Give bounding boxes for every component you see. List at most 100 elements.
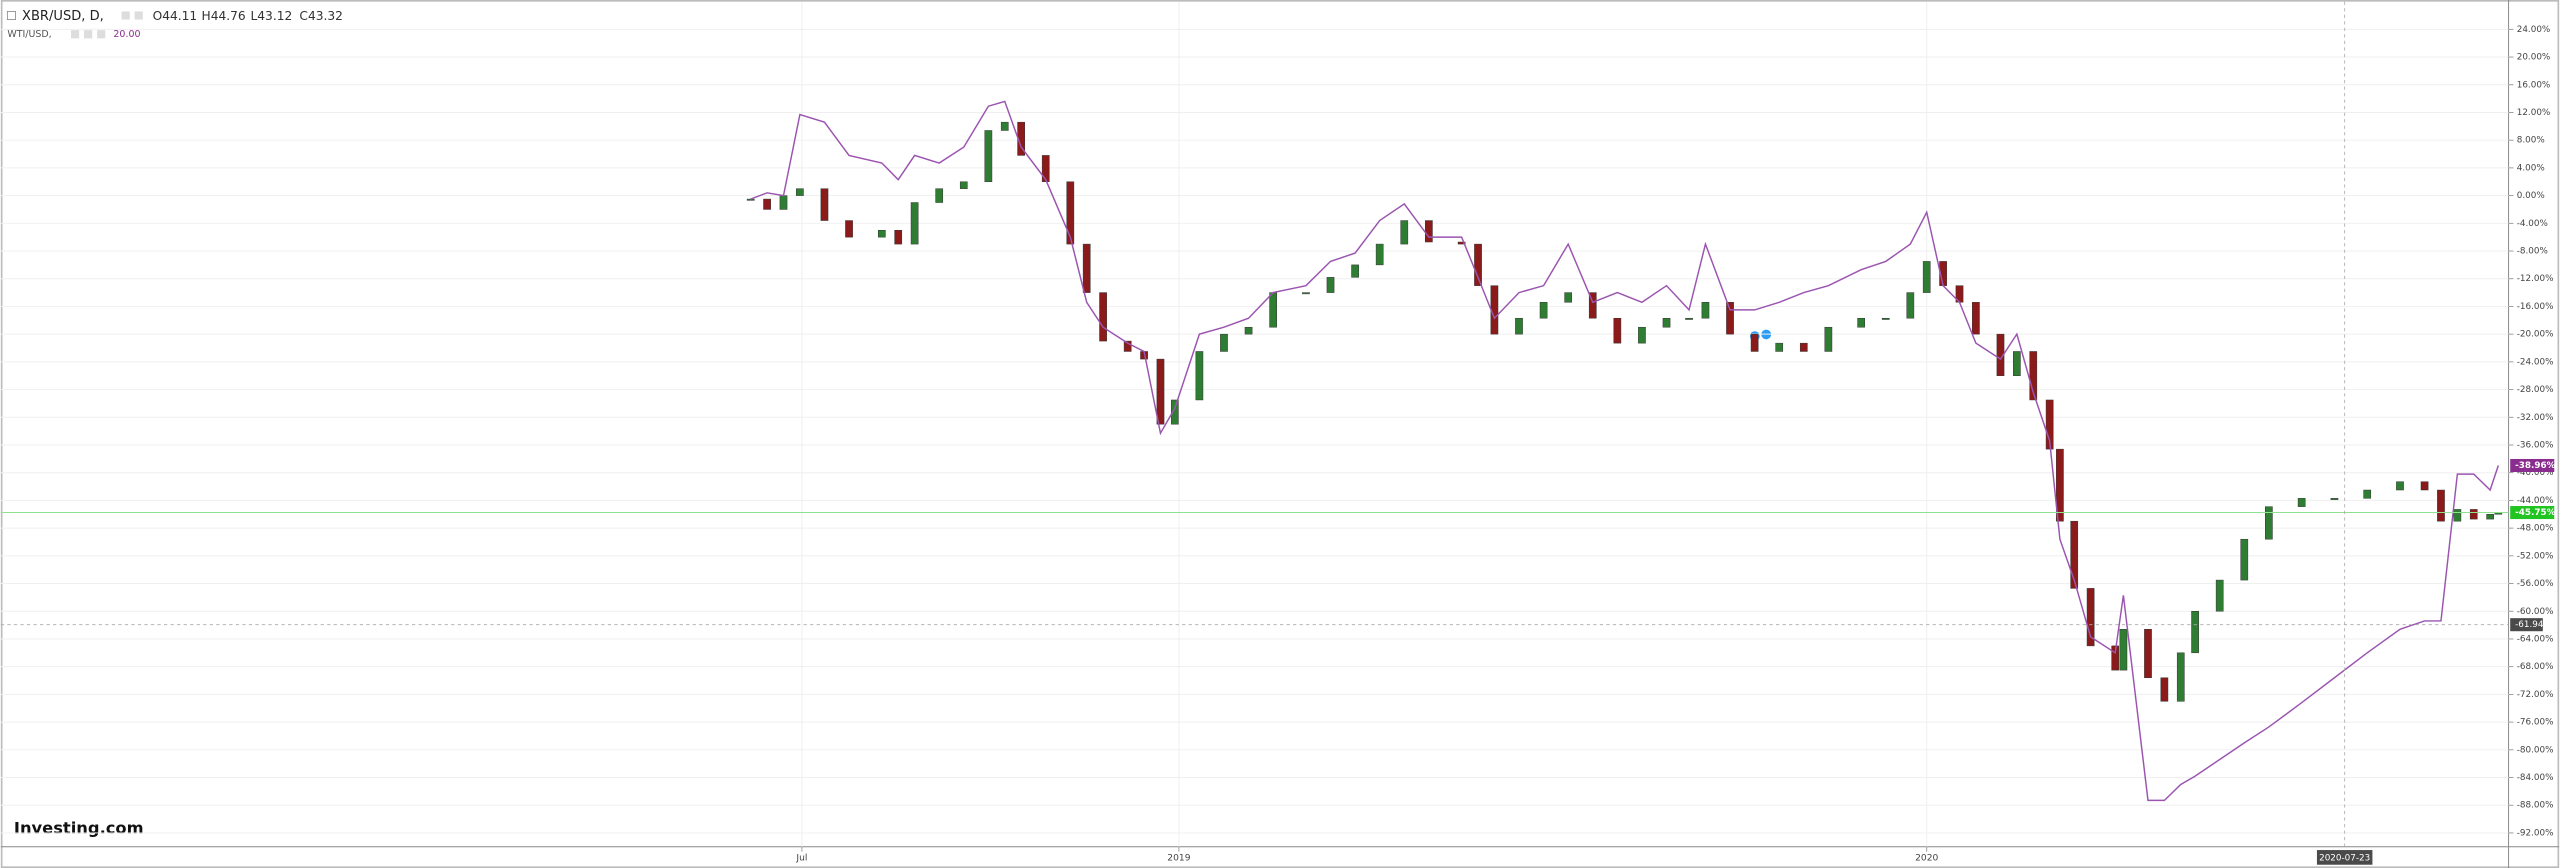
candle	[2045, 399, 2054, 450]
candle	[1400, 220, 1409, 245]
candle	[2330, 498, 2339, 500]
candle	[2215, 579, 2224, 612]
candle	[877, 229, 886, 238]
candle	[1564, 292, 1573, 303]
candle	[1375, 243, 1384, 266]
candle	[779, 195, 788, 210]
icon[interactable]	[84, 30, 93, 39]
candle	[1972, 302, 1980, 335]
candle	[2486, 514, 2494, 520]
candle	[1726, 302, 1734, 335]
y-tick-label: -60.00%	[2517, 607, 2554, 617]
y-tick-label: 16.00%	[2517, 80, 2551, 90]
y-tick-label: -20.00%	[2517, 330, 2554, 340]
y-tick-label: -36.00%	[2517, 440, 2554, 450]
candle	[1000, 121, 1009, 131]
candle	[2176, 652, 2185, 702]
y-tick-label: 24.00%	[2517, 25, 2551, 35]
candle	[1922, 261, 1931, 293]
ohlc-open: O44.11	[153, 9, 198, 23]
icon[interactable]	[134, 11, 143, 20]
collapse-icon[interactable]	[6, 11, 16, 20]
y-tick-label: -84.00%	[2517, 773, 2554, 783]
candle	[910, 202, 919, 245]
candle	[1515, 317, 1523, 335]
candle	[1170, 399, 1179, 425]
candle	[746, 198, 755, 201]
y-tick-label: -44.00%	[2517, 496, 2554, 506]
y-tick-label: -8.00%	[2517, 247, 2548, 257]
crosshair-x-label: 2020-07-23	[2319, 854, 2370, 864]
candle	[1588, 292, 1597, 319]
y-tick-label: 8.00%	[2517, 136, 2545, 146]
y-tick-label: -32.00%	[2517, 413, 2554, 423]
crosshair-y-tag	[2510, 618, 2543, 632]
y-tick-label: -88.00%	[2517, 801, 2554, 811]
compare-symbol: WTI/USD,	[7, 29, 51, 40]
candle	[2013, 351, 2021, 376]
crosshair-x-tag	[2316, 850, 2373, 865]
icon[interactable]	[97, 30, 106, 39]
candle	[2144, 629, 2152, 679]
candle	[1750, 333, 1759, 352]
candle	[1799, 342, 1808, 352]
y-tick-label: -24.00%	[2517, 357, 2554, 367]
candle	[1613, 317, 1622, 344]
candle	[2437, 489, 2445, 522]
candle	[1490, 285, 1499, 335]
candle	[1269, 292, 1277, 328]
y-tick-label: -16.00%	[2517, 302, 2554, 312]
x-tick-label: Jul	[795, 854, 807, 864]
compare-line	[750, 100, 2500, 802]
candle	[1351, 264, 1359, 278]
y-tick-label: -40.00%	[2517, 468, 2554, 478]
candle	[2029, 351, 2038, 401]
y-tick-label: -68.00%	[2517, 662, 2554, 672]
symbol: XBR/USD, D,	[22, 9, 104, 24]
candle	[1701, 302, 1710, 319]
candle	[2086, 588, 2095, 647]
y-tick-label: -4.00%	[2517, 219, 2548, 229]
icon[interactable]	[71, 30, 80, 39]
candle	[2396, 481, 2404, 491]
y-tick-label: 4.00%	[2517, 163, 2545, 173]
y-tick-label: 0.00%	[2517, 191, 2545, 201]
candle	[2070, 520, 2079, 589]
candle	[2191, 611, 2199, 654]
candle	[1775, 342, 1784, 352]
y-tick-label: -72.00%	[2517, 690, 2554, 700]
price-tag	[2510, 506, 2555, 520]
candle	[1082, 243, 1091, 293]
candle	[959, 181, 968, 189]
candle	[2297, 498, 2306, 507]
icon[interactable]	[121, 11, 130, 20]
candle	[2363, 489, 2372, 499]
candle	[2240, 538, 2249, 581]
candle	[796, 188, 804, 196]
candle	[1857, 317, 1865, 328]
candle	[935, 188, 944, 203]
candle	[1474, 243, 1482, 286]
candle	[1539, 302, 1548, 319]
y-tick-label: -28.00%	[2517, 385, 2554, 395]
y-tick-label: -48.00%	[2517, 524, 2554, 534]
candle	[1906, 292, 1915, 319]
candle	[1244, 326, 1253, 335]
y-tick-label: -92.00%	[2517, 828, 2554, 838]
candle	[2160, 677, 2169, 702]
candle	[1041, 155, 1050, 182]
candle	[2056, 448, 2064, 522]
candle	[2265, 506, 2273, 540]
candle	[1662, 317, 1671, 328]
y-tick-label: -52.00%	[2517, 551, 2554, 561]
candle	[1638, 326, 1646, 344]
ohlc-close: C43.32	[299, 9, 343, 23]
ohlc-high: H44.76	[202, 9, 246, 23]
candle	[2111, 645, 2120, 671]
candle	[984, 130, 993, 182]
crosshair-y-label: -61.94	[2515, 620, 2544, 630]
price-tag-label: -45.75%	[2515, 508, 2555, 518]
